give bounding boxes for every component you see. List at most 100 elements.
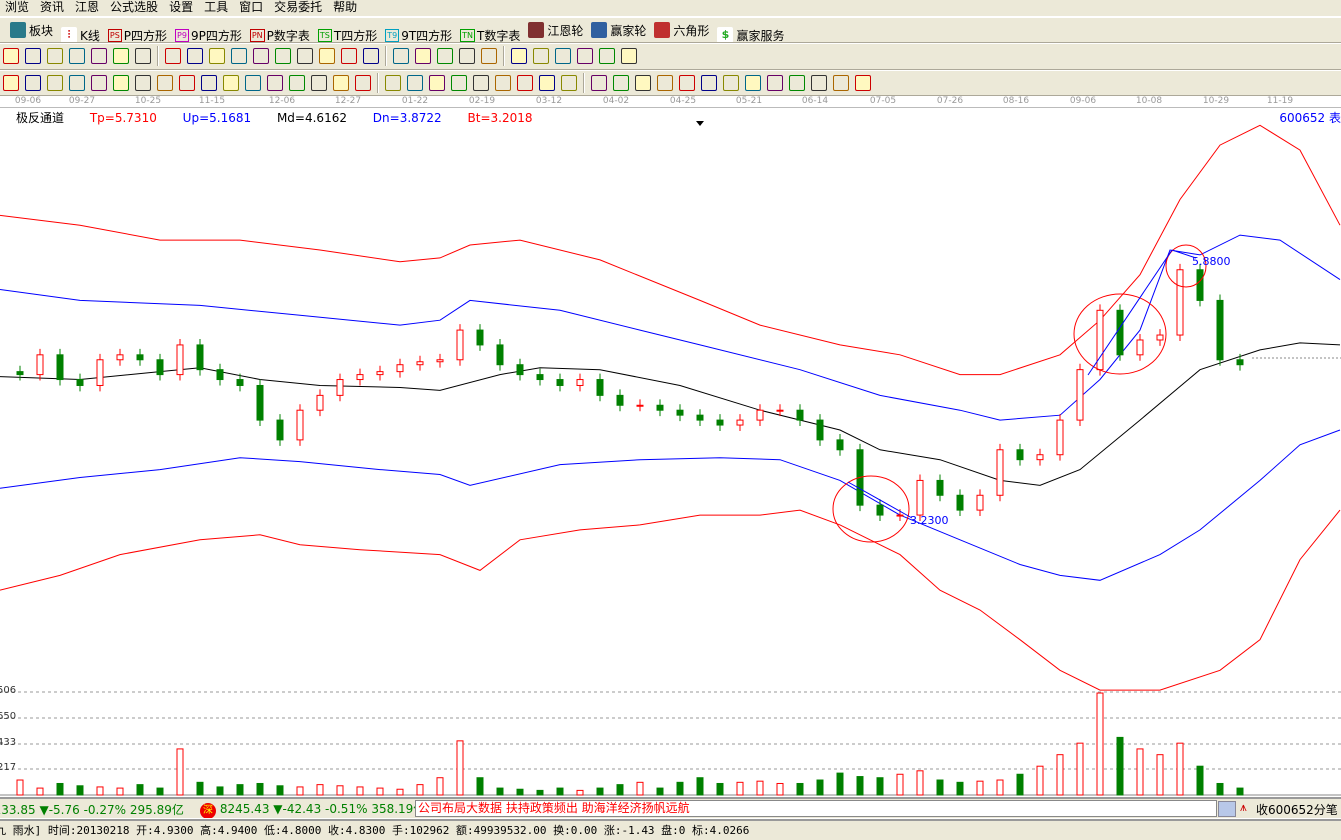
- circle-grid-icon[interactable]: [113, 75, 129, 91]
- toolbar-button-2[interactable]: PS P四方形: [107, 24, 167, 42]
- n2-icon[interactable]: [157, 75, 173, 91]
- candle-dropdown-icon[interactable]: [91, 48, 107, 64]
- square-box-icon[interactable]: [245, 75, 261, 91]
- toolbar-button-3[interactable]: P9 9P四方形: [175, 24, 242, 42]
- print-icon[interactable]: [621, 48, 637, 64]
- wave-9-icon[interactable]: [69, 48, 85, 64]
- stock-code[interactable]: 600652 表: [1279, 111, 1341, 125]
- gold-line-icon[interactable]: [701, 75, 717, 91]
- box-icon[interactable]: [385, 75, 401, 91]
- volume-bar: [1076, 742, 1084, 796]
- menu-item[interactable]: 浏览: [5, 0, 30, 14]
- move-right-icon[interactable]: [275, 48, 291, 64]
- grid-a-icon[interactable]: [517, 75, 533, 91]
- price-chart[interactable]: 5.8800 3.2300: [0, 0, 1341, 797]
- gold-split-icon[interactable]: [3, 75, 19, 91]
- zoom-in-icon[interactable]: [297, 48, 313, 64]
- gold-red-icon[interactable]: [767, 75, 783, 91]
- toolbar-button-10[interactable]: 六角形: [654, 18, 709, 42]
- menu-item[interactable]: 窗口: [239, 0, 264, 14]
- toolbar-button-0[interactable]: 板块: [10, 18, 53, 42]
- winner-lines-icon[interactable]: [311, 75, 327, 91]
- spiral-icon[interactable]: [69, 75, 85, 91]
- channel-icon[interactable]: [561, 75, 577, 91]
- expand-icon[interactable]: [341, 48, 357, 64]
- menu-item[interactable]: 设置: [169, 0, 194, 14]
- table-icon[interactable]: [591, 75, 607, 91]
- candle-body: [656, 404, 664, 411]
- parallel-lines-icon[interactable]: [135, 75, 151, 91]
- percent-line-icon[interactable]: [657, 75, 673, 91]
- menu-item[interactable]: 资讯: [40, 0, 65, 14]
- prev-icon[interactable]: [209, 48, 225, 64]
- toolbar-button-5[interactable]: TS T四方形: [317, 24, 377, 42]
- diag-fan-icon[interactable]: [451, 75, 467, 91]
- first-page-icon[interactable]: [165, 48, 181, 64]
- refresh-icon[interactable]: [3, 48, 19, 64]
- pattern-icon[interactable]: [481, 48, 497, 64]
- next-icon[interactable]: [231, 48, 247, 64]
- save-icon[interactable]: [577, 48, 593, 64]
- shrink-icon[interactable]: [363, 48, 379, 64]
- scroll-button[interactable]: [1218, 801, 1236, 817]
- menu-item[interactable]: 帮助: [333, 0, 358, 14]
- menu-item[interactable]: 工具: [204, 0, 229, 14]
- calculator-icon[interactable]: [533, 48, 549, 64]
- percent-icon[interactable]: [635, 75, 651, 91]
- toolbar-button-9[interactable]: 赢家轮: [591, 18, 646, 42]
- grid-icon[interactable]: [333, 75, 349, 91]
- speed-lines-icon[interactable]: [473, 75, 489, 91]
- toolbar-button-7[interactable]: TN T数字表: [460, 24, 520, 42]
- news-ticker[interactable]: 公司布局大数据 扶持政策频出 助海洋经济扬帆远航: [415, 800, 1217, 817]
- toolbar-button-11[interactable]: $ 赢家服务: [717, 23, 784, 42]
- sz-index[interactable]: 深 8245.43 ▼-42.43 -0.51% 358.19亿: [200, 800, 425, 818]
- calendar-icon[interactable]: [511, 48, 527, 64]
- down-line-icon[interactable]: [855, 75, 871, 91]
- network-icon[interactable]: [599, 48, 615, 64]
- zoom-out-icon[interactable]: [319, 48, 335, 64]
- menu-item[interactable]: 交易委托: [274, 0, 323, 14]
- pen-2-icon[interactable]: [723, 75, 739, 91]
- stamp-icon[interactable]: [459, 48, 475, 64]
- toolbar-button-1[interactable]: ⫶ K线: [61, 23, 100, 42]
- tick-data-label[interactable]: 收600652分笔: [1256, 803, 1338, 817]
- percent-slash-icon[interactable]: [613, 75, 629, 91]
- last-page-icon[interactable]: [187, 48, 203, 64]
- angle-lines-icon[interactable]: [267, 75, 283, 91]
- grid-b-icon[interactable]: [539, 75, 555, 91]
- report-icon[interactable]: [555, 48, 571, 64]
- fib-f-icon[interactable]: [47, 75, 63, 91]
- square-fan-icon[interactable]: [429, 75, 445, 91]
- sh-index[interactable]: 3133.85 ▼-5.76 -0.27% 295.89亿: [0, 801, 184, 818]
- hand-icon[interactable]: [393, 48, 409, 64]
- toolbar-button-4[interactable]: PN P数字表: [249, 24, 310, 42]
- gold-circle-icon[interactable]: [679, 75, 695, 91]
- pen-icon[interactable]: [91, 75, 107, 91]
- toolbar-button-6[interactable]: T9 9T四方形: [385, 24, 452, 42]
- line-tool-icon[interactable]: [437, 48, 453, 64]
- radar-icon[interactable]: [223, 75, 239, 91]
- target-icon[interactable]: [201, 75, 217, 91]
- width-measure-icon[interactable]: [355, 75, 371, 91]
- up-split-icon[interactable]: [789, 75, 805, 91]
- gold-split-2-icon[interactable]: [25, 75, 41, 91]
- volume-bar: [676, 781, 684, 796]
- wave-3-icon[interactable]: [47, 48, 63, 64]
- indicator-name[interactable]: 极反通道: [16, 111, 65, 125]
- gann-lines-icon[interactable]: [289, 75, 305, 91]
- zigzag-icon[interactable]: [495, 75, 511, 91]
- menu-item[interactable]: 公式选股: [110, 0, 159, 14]
- triangle-icon[interactable]: [179, 75, 195, 91]
- gann-fan-icon[interactable]: [113, 48, 129, 64]
- down-split-icon[interactable]: [811, 75, 827, 91]
- candle-body: [176, 344, 184, 376]
- menu-item[interactable]: 江恩: [75, 0, 100, 14]
- red-split-icon[interactable]: [833, 75, 849, 91]
- move-left-icon[interactable]: [253, 48, 269, 64]
- color-bars-icon[interactable]: [135, 48, 151, 64]
- sine-icon[interactable]: [745, 75, 761, 91]
- fan-icon[interactable]: [407, 75, 423, 91]
- crosshair-icon[interactable]: [415, 48, 431, 64]
- notepad-icon[interactable]: [25, 48, 41, 64]
- toolbar-button-8[interactable]: 江恩轮: [528, 18, 583, 42]
